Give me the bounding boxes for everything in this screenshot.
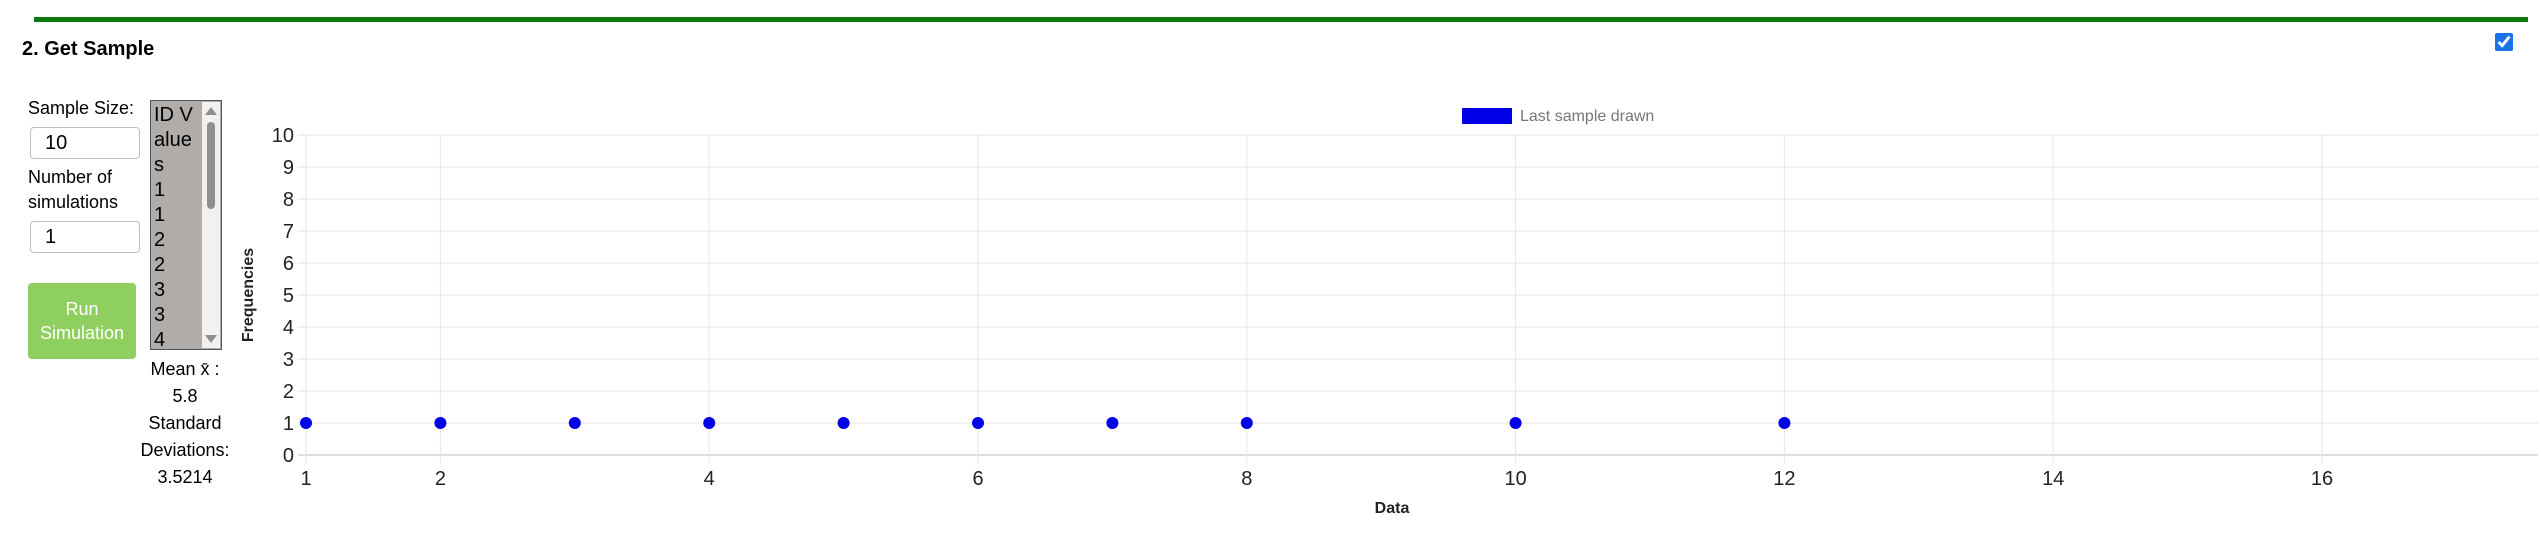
x-tick-label: 1 bbox=[300, 468, 311, 490]
std-dev-label: Standard Deviations: bbox=[140, 413, 230, 460]
run-simulation-button[interactable]: Run Simulation bbox=[28, 283, 136, 359]
sample-statistics: Mean x̄ : 5.8 Standard Deviations: 3.521… bbox=[140, 356, 230, 491]
data-point bbox=[1240, 417, 1253, 429]
y-tick-label: 1 bbox=[283, 413, 294, 435]
id-value-item: 3 bbox=[154, 304, 166, 326]
x-tick-label: 6 bbox=[972, 468, 983, 490]
mean-label: Mean x̄ : bbox=[150, 359, 220, 379]
y-tick-label: 7 bbox=[283, 221, 294, 243]
sample-size-label: Sample Size: bbox=[28, 98, 135, 118]
data-point bbox=[568, 417, 581, 429]
id-value-item: 4 bbox=[154, 329, 166, 350]
data-point bbox=[703, 417, 716, 429]
data-point bbox=[434, 417, 447, 429]
x-axis-title: Data bbox=[1375, 500, 1410, 517]
std-dev-value: 3.5214 bbox=[157, 467, 213, 487]
simulation-controls: Sample Size: Number of simulations Run S… bbox=[28, 96, 140, 359]
sample-size-input[interactable] bbox=[30, 127, 140, 159]
data-point bbox=[837, 417, 850, 429]
x-tick-label: 16 bbox=[2311, 468, 2333, 490]
id-value-item: 3 bbox=[154, 279, 166, 301]
y-tick-label: 8 bbox=[283, 189, 294, 211]
scroll-down-arrow-icon[interactable] bbox=[205, 335, 217, 343]
data-point bbox=[972, 417, 984, 429]
y-tick-label: 2 bbox=[283, 381, 294, 403]
scrollbar-thumb[interactable] bbox=[207, 122, 215, 209]
scroll-up-arrow-icon[interactable] bbox=[205, 107, 217, 115]
y-axis-title: Frequencies bbox=[240, 248, 257, 342]
x-tick-label: 4 bbox=[704, 468, 715, 490]
data-point bbox=[1778, 417, 1791, 429]
data-point bbox=[1509, 417, 1522, 429]
id-values-header: ID Values bbox=[154, 104, 193, 176]
id-value-item: 2 bbox=[154, 229, 166, 251]
id-value-item: 1 bbox=[154, 204, 166, 226]
id-values-listbox[interactable]: ID Values 1 1 2 2 3 3 4 bbox=[150, 100, 222, 350]
y-tick-label: 9 bbox=[283, 157, 294, 179]
num-simulations-input[interactable] bbox=[30, 221, 140, 253]
num-simulations-label: Number of simulations bbox=[28, 167, 119, 212]
x-tick-label: 14 bbox=[2042, 468, 2064, 490]
y-tick-label: 3 bbox=[283, 349, 294, 371]
y-tick-label: 5 bbox=[283, 285, 294, 307]
y-tick-label: 10 bbox=[272, 125, 294, 147]
mean-value: 5.8 bbox=[172, 386, 198, 406]
listbox-scrollbar[interactable] bbox=[202, 102, 220, 348]
x-tick-label: 2 bbox=[435, 468, 446, 490]
y-tick-label: 0 bbox=[283, 445, 294, 467]
data-point bbox=[1106, 417, 1119, 429]
id-value-item: 2 bbox=[154, 254, 166, 276]
legend-label: Last sample drawn bbox=[1520, 108, 1654, 125]
x-tick-label: 10 bbox=[1504, 468, 1526, 490]
y-tick-label: 4 bbox=[283, 317, 294, 339]
x-tick-label: 8 bbox=[1241, 468, 1252, 490]
legend-swatch bbox=[1462, 108, 1512, 124]
id-values-content: ID Values 1 1 2 2 3 3 4 bbox=[154, 103, 198, 350]
section-toggle-checkbox[interactable] bbox=[2495, 33, 2513, 51]
id-value-item: 1 bbox=[154, 179, 166, 201]
data-point bbox=[300, 417, 312, 429]
section-title: 2. Get Sample bbox=[22, 38, 155, 60]
section-divider bbox=[34, 17, 2528, 22]
y-tick-label: 6 bbox=[283, 253, 294, 275]
x-tick-label: 12 bbox=[1773, 468, 1795, 490]
